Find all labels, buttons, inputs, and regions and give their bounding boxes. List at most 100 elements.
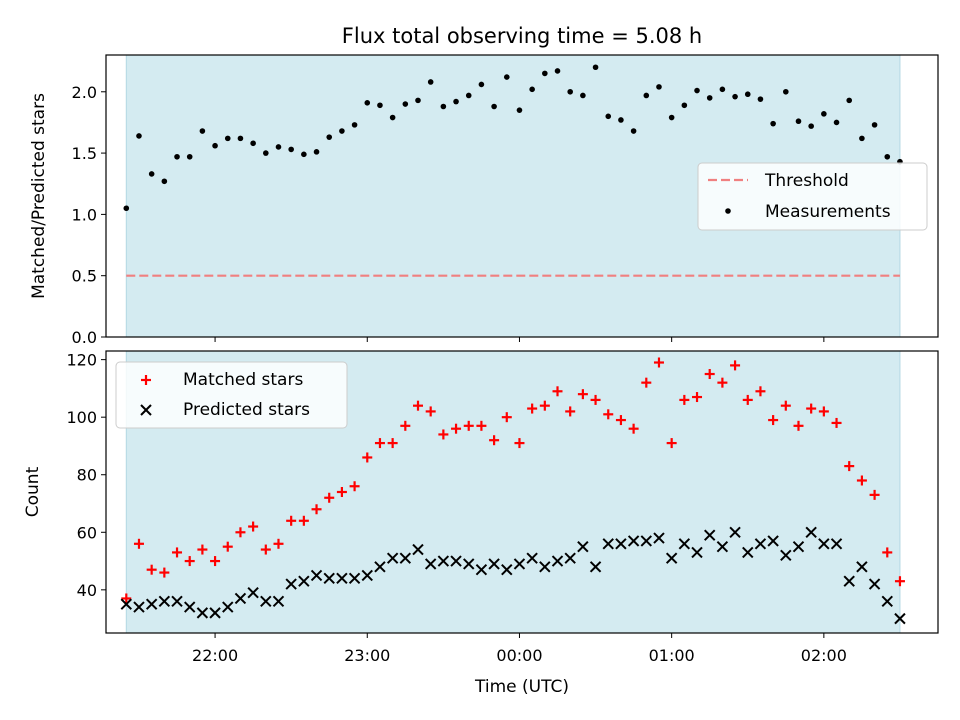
predicted-star-point	[704, 529, 716, 541]
measurement-point	[275, 144, 282, 150]
top-y-tick-label: 1.0	[72, 205, 97, 224]
top-panel: 0.00.51.01.52.0 Matched/Predicted stars …	[29, 54, 939, 347]
legend-measurements-swatch	[725, 208, 731, 214]
measurement-point	[757, 96, 764, 102]
matched-star-point	[818, 406, 829, 417]
predicted-star-point	[691, 546, 703, 559]
predicted-star-point	[577, 540, 589, 553]
top-y-tick-label: 0.5	[72, 267, 97, 286]
bottom-y-tick-label: 120	[66, 351, 97, 370]
measurement-point	[859, 135, 865, 142]
legend-measurements-label: Measurements	[765, 202, 891, 222]
measurement-point	[288, 146, 294, 153]
predicted-star-point	[792, 540, 805, 553]
measurement-point	[364, 100, 371, 106]
matched-star-point	[539, 400, 550, 411]
predicted-star-point	[729, 526, 741, 538]
bottom-legend: Matched stars Predicted stars	[115, 361, 348, 429]
bottom-x-tick-label: 22:00	[192, 646, 238, 665]
matched-star-point	[704, 369, 715, 380]
predicted-star-point	[298, 575, 310, 587]
measurement-point	[871, 122, 878, 128]
matched-star-point	[692, 392, 703, 403]
matched-star-point	[653, 357, 664, 368]
predicted-star-point	[767, 535, 779, 547]
matched-star-point	[489, 435, 500, 446]
measurement-point	[567, 88, 573, 95]
matched-star-point	[565, 406, 576, 417]
legend-predicted-label: Predicted stars	[183, 400, 310, 420]
legend-plus-marker	[141, 375, 151, 385]
bottom-y-tick-label: 80	[77, 466, 97, 485]
predicted-star-point	[513, 558, 526, 570]
bottom-x-ticks: 22:00 23:00 00:00 01:00 02:00	[192, 633, 847, 665]
predicted-star-point	[843, 575, 855, 587]
predicted-star-point	[868, 578, 881, 590]
top-x-ticks	[214, 337, 825, 342]
measurement-point	[237, 135, 244, 142]
matched-star-point	[197, 544, 208, 555]
x-axis-label: Time (UTC)	[474, 677, 569, 697]
matched-star-point	[210, 556, 221, 567]
measurement-point	[668, 114, 675, 121]
top-legend-box	[697, 162, 928, 231]
predicted-star-point	[805, 526, 817, 538]
matched-star-point	[742, 394, 753, 405]
measurement-points	[123, 64, 903, 212]
matched-star-point	[286, 515, 297, 526]
predicted-star-point	[374, 561, 386, 573]
matched-star-point	[514, 438, 525, 449]
legend-matched-swatch	[141, 375, 151, 385]
measurement-point	[224, 135, 231, 142]
measurement-point	[554, 68, 561, 74]
top-y-axis-label: Matched/Predicted stars	[29, 93, 49, 299]
measurement-point	[833, 119, 840, 126]
matched-star-point	[882, 547, 893, 558]
matched-star-point	[856, 475, 867, 486]
predicted-star-point	[424, 558, 437, 570]
predicted-star-point	[716, 540, 729, 553]
legend-threshold-label: Threshold	[764, 171, 849, 191]
legend-matched-label: Matched stars	[183, 370, 303, 390]
measurement-point	[706, 95, 713, 101]
matched-star-point	[501, 412, 512, 423]
measurement-point	[453, 98, 459, 105]
matched-stars-points	[121, 357, 905, 604]
measurement-point	[846, 97, 853, 104]
matched-star-point	[184, 556, 195, 567]
measurement-point	[656, 84, 662, 90]
matched-star-point	[387, 438, 398, 449]
matched-star-point	[527, 403, 538, 414]
top-y-tick-label: 2.0	[72, 83, 97, 102]
matched-star-point	[298, 515, 309, 526]
predicted-star-point	[336, 572, 348, 585]
matched-star-point	[476, 420, 487, 431]
predicted-star-point	[209, 607, 221, 619]
bottom-axes-frame	[105, 350, 939, 634]
matched-star-point	[438, 429, 449, 440]
bottom-y-tick-label: 40	[77, 581, 97, 600]
matched-star-point	[451, 423, 462, 434]
predicted-star-point	[894, 612, 906, 625]
bottom-y-ticks: 40 60 80 100 120	[66, 351, 106, 600]
measurement-point	[592, 64, 599, 71]
bottom-x-tick-label: 01:00	[649, 646, 695, 665]
predicted-star-point	[539, 561, 551, 573]
measurement-point	[263, 150, 269, 156]
predicted-star-point	[665, 552, 678, 564]
measurement-point	[503, 74, 510, 80]
measurement-point	[529, 86, 535, 93]
measurement-point	[465, 92, 472, 99]
predicted-star-point	[437, 555, 450, 567]
top-y-ticks: 0.0 0.5 1.0 1.5 2.0	[72, 83, 106, 347]
matched-star-point	[590, 394, 601, 405]
predicted-star-point	[653, 532, 665, 544]
predicted-star-point	[260, 595, 272, 608]
measurement-point	[148, 171, 155, 177]
predicted-star-point	[818, 538, 830, 550]
matched-star-point	[133, 538, 144, 549]
measurement-point	[389, 114, 396, 121]
predicted-star-point	[348, 572, 361, 585]
predicted-star-point	[310, 569, 323, 582]
predicted-star-point	[830, 538, 843, 550]
